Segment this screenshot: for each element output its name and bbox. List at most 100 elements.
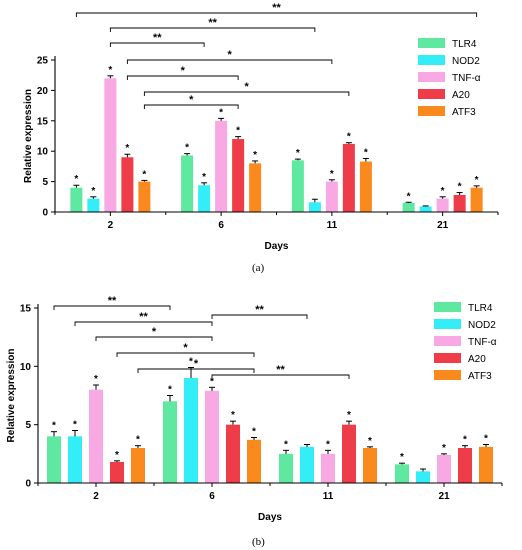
bar-nod2-day11 [300,446,314,483]
significance-label: ** [276,364,285,376]
significance-star: * [407,191,411,202]
significance-star: * [115,450,119,461]
y-tick-label: 20 [37,86,49,97]
bar-tlr4-day2 [47,436,61,483]
bar-tlr4-day21 [395,464,409,483]
legend-swatch-tlr4 [434,302,461,312]
significance-star: * [108,65,112,76]
significance-star: * [74,174,78,185]
bar-atf3-day2 [138,181,151,212]
significance-bracket [95,336,213,341]
significance-label: ** [208,17,217,29]
significance-label: * [227,49,232,61]
significance-star: * [236,126,240,137]
y-tick-label: 15 [37,116,49,127]
significance-star: * [458,182,462,193]
significance-bracket [143,91,350,96]
bar-tnf-day2 [104,78,117,213]
significance-star: * [253,150,257,161]
significance-label: ** [255,304,264,316]
significance-bracket [116,352,255,357]
bar-tnf-day21 [436,198,449,212]
significance-label: ** [108,295,117,307]
significance-bracket [109,42,205,47]
significance-bracket [75,12,478,17]
significance-star: * [463,435,467,446]
bar-tlr4-day2 [70,187,83,212]
significance-bracket [53,305,171,310]
legend-swatch-a20 [418,89,445,99]
significance-star: * [231,410,235,421]
significance-bracket [143,104,239,109]
legend-label: TNF-α [452,73,481,84]
bar-tnf-day6 [215,120,228,212]
bar-tnf-day2 [89,389,103,483]
bar-nod2-day2 [68,436,82,483]
legend-label: ATF3 [468,371,492,382]
bar-nod2-day11 [308,202,321,212]
x-tick-label: 6 [218,220,224,231]
y-tick-label: 10 [37,147,49,158]
significance-label: * [194,358,199,370]
bar-nod2-day21 [419,206,432,212]
y-axis-title: Relative expression [23,89,34,183]
legend-swatch-nod2 [418,55,445,65]
x-axis-title: Days [265,241,289,252]
significance-star: * [326,439,330,450]
significance-star: * [296,148,300,159]
bar-tlr4-day6 [181,155,194,212]
significance-star: * [210,376,214,387]
bar-atf3-day21 [479,446,493,483]
significance-star: * [94,374,98,385]
bar-atf3-day2 [131,448,145,483]
significance-bracket [211,314,308,319]
legend-swatch-atf3 [418,106,445,116]
x-tick-label: 11 [323,491,334,502]
legend-label: TLR4 [468,303,493,314]
legend-label: A20 [468,354,486,365]
significance-star: * [52,421,56,432]
significance-star: * [252,427,256,438]
bar-atf3-day21 [470,187,483,212]
significance-star: * [347,132,351,143]
y-tick-label: 15 [20,304,32,315]
bar-tnf-day21 [437,455,451,483]
panel-label-a: (a) [252,262,265,274]
bar-tlr4-day6 [163,401,177,483]
x-tick-label: 21 [437,220,449,231]
significance-star: * [364,147,368,158]
significance-star: * [484,434,488,445]
significance-star: * [219,107,223,118]
bar-a20-day11 [342,424,356,483]
bar-atf3-day6 [247,439,261,483]
significance-label: * [181,65,186,77]
legend-swatch-tnf [418,72,445,82]
bar-a20-day6 [232,139,245,212]
y-tick-label: 0 [42,208,48,219]
x-axis-title: Days [258,512,282,523]
legend-label: NOD2 [452,56,480,67]
significance-star: * [168,385,172,396]
bar-atf3-day11 [359,161,372,212]
legend-label: TNF-α [468,337,497,348]
x-tick-label: 11 [327,220,338,231]
y-axis-title: Relative expression [6,349,17,443]
bar-a20-day2 [110,462,124,483]
bar-atf3-day11 [363,448,377,483]
significance-star: * [330,169,334,180]
bar-a20-day11 [342,143,355,212]
y-tick-label: 10 [20,362,32,373]
significance-star: * [442,443,446,454]
x-tick-label: 6 [209,491,215,502]
legend-swatch-tlr4 [418,38,445,48]
panel-label-b: (b) [252,536,265,548]
significance-star: * [347,410,351,421]
significance-star: * [400,452,404,463]
bar-a20-day6 [226,424,240,483]
significance-bracket [126,59,333,64]
significance-label: ** [272,2,281,14]
legend-swatch-nod2 [434,319,461,329]
significance-star: * [73,420,77,431]
significance-label: ** [139,311,148,323]
